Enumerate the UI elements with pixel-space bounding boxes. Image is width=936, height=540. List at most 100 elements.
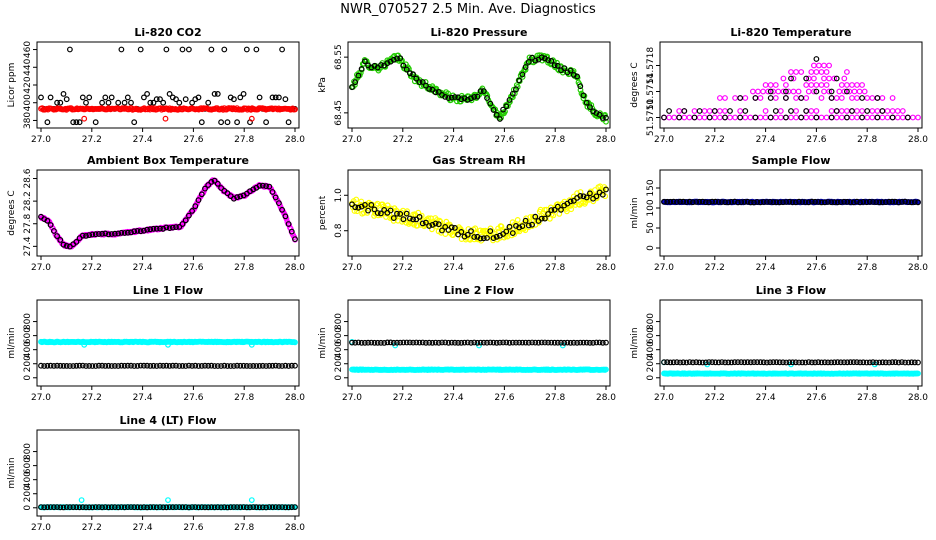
- data-point: [218, 504, 225, 511]
- data-point: [693, 199, 700, 205]
- data-point: [162, 115, 169, 122]
- data-point: [111, 504, 118, 511]
- data-point: [882, 199, 889, 206]
- data-point: [387, 339, 394, 346]
- data-point: [47, 94, 54, 101]
- data-point: [108, 231, 115, 237]
- data-point: [772, 108, 779, 114]
- data-point: [838, 95, 845, 101]
- data-point: [429, 339, 436, 346]
- data-point: [452, 339, 458, 346]
- data-point: [803, 108, 810, 114]
- data-point: [70, 119, 77, 126]
- data-point: [815, 359, 822, 366]
- data-point: [276, 363, 282, 369]
- data-point: [894, 108, 901, 114]
- data-point: [747, 114, 754, 121]
- data-point: [780, 75, 787, 82]
- data-point: [861, 88, 868, 95]
- data-point: [99, 362, 105, 369]
- x-tick-label: 27.8: [234, 135, 254, 145]
- data-point: [776, 199, 783, 206]
- data-point: [709, 359, 716, 366]
- y-tick-label: 0: [334, 375, 344, 381]
- data-point: [558, 206, 564, 213]
- data-point: [144, 226, 151, 233]
- data-point: [564, 208, 570, 215]
- x-tick-label: 27.0: [31, 263, 51, 273]
- data-point: [892, 359, 899, 366]
- x-tick-label: 27.6: [494, 263, 514, 273]
- data-point: [38, 504, 44, 511]
- data-point: [102, 94, 109, 101]
- data-point: [699, 198, 706, 205]
- data-point: [208, 504, 215, 511]
- data-point: [837, 199, 844, 206]
- data-point: [248, 497, 255, 504]
- data-point: [828, 114, 835, 121]
- data-point: [823, 114, 830, 121]
- data-point: [731, 198, 738, 205]
- data-point: [54, 504, 60, 511]
- data-point: [480, 235, 487, 242]
- data-point: [458, 96, 465, 103]
- x-tick-label: 27.6: [183, 523, 203, 533]
- data-point: [124, 229, 131, 236]
- data-point: [884, 114, 891, 121]
- data-point: [790, 75, 797, 82]
- data-point: [728, 198, 735, 205]
- x-tick-label: 27.6: [494, 393, 514, 403]
- data-point: [474, 339, 481, 346]
- data-point: [803, 82, 810, 88]
- y-tick-label: 800: [23, 313, 33, 330]
- data-point: [805, 359, 812, 366]
- data-point: [767, 82, 774, 88]
- data-point: [150, 99, 157, 106]
- data-point: [394, 210, 400, 217]
- data-point: [269, 189, 276, 195]
- plot-frame: [347, 299, 611, 387]
- data-point: [400, 62, 407, 69]
- data-point: [532, 339, 539, 346]
- y-tick-label: 420: [23, 76, 33, 93]
- data-point: [516, 339, 523, 346]
- data-point: [732, 114, 738, 121]
- data-point: [73, 362, 80, 369]
- data-point: [826, 75, 832, 82]
- data-point: [670, 359, 677, 366]
- y-tick-label: 0: [646, 375, 656, 381]
- data-point: [811, 75, 817, 82]
- data-point: [789, 359, 796, 366]
- data-point: [580, 92, 587, 99]
- y-tick-label: 68.45: [334, 100, 344, 126]
- data-point: [793, 108, 799, 114]
- data-point: [266, 183, 273, 190]
- data-point: [783, 114, 789, 121]
- data-point: [292, 362, 298, 369]
- x-tick-label: 27.0: [31, 135, 51, 145]
- data-point: [81, 115, 88, 122]
- x-tick-label: 27.0: [654, 393, 674, 403]
- data-point: [754, 359, 761, 366]
- data-point: [153, 504, 160, 511]
- plot-frame: [347, 41, 611, 129]
- data-point: [603, 366, 609, 373]
- data-point: [752, 114, 759, 121]
- data-point: [416, 213, 423, 220]
- data-point: [70, 363, 77, 369]
- data-point: [712, 359, 719, 366]
- data-point: [818, 359, 825, 366]
- data-point: [859, 82, 865, 88]
- data-point: [570, 197, 577, 204]
- data-point: [234, 362, 241, 369]
- data-point: [833, 75, 840, 82]
- data-point: [163, 224, 170, 231]
- data-point: [686, 114, 693, 121]
- data-point: [793, 114, 799, 121]
- data-point: [179, 46, 186, 53]
- data-point: [509, 90, 516, 97]
- data-point: [841, 75, 848, 82]
- data-point: [516, 224, 523, 231]
- plot-area: [349, 339, 609, 374]
- chart-title: Li-820 CO2: [134, 26, 201, 39]
